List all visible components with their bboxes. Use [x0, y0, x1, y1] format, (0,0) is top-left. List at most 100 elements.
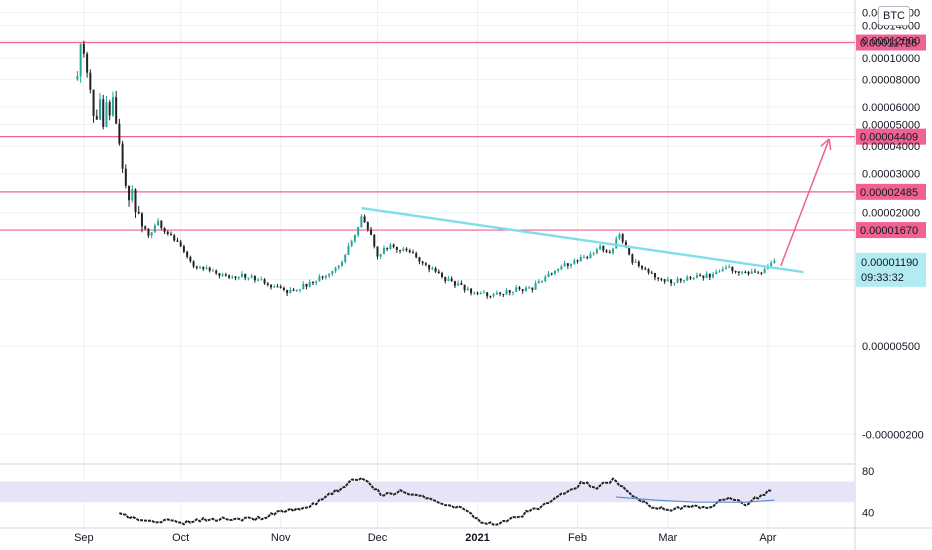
oscillator-line: [119, 476, 772, 526]
candle-body: [708, 273, 711, 278]
candle: [773, 258, 776, 264]
candle: [737, 271, 740, 276]
price-level-tag: [856, 222, 926, 239]
candle-body: [670, 279, 673, 284]
candle: [253, 275, 256, 283]
candle-body: [89, 72, 92, 90]
candle-body: [386, 248, 389, 250]
candle-body: [250, 275, 253, 278]
candle-body: [702, 275, 705, 278]
candle: [157, 218, 160, 226]
candle-body: [750, 271, 753, 274]
candle-body: [253, 275, 256, 281]
candle-body: [521, 289, 524, 291]
candle-body: [199, 267, 202, 269]
candle-body: [492, 294, 495, 297]
candle-body: [463, 284, 466, 291]
candle-body: [405, 248, 408, 251]
candle: [189, 255, 192, 263]
candle: [373, 234, 376, 249]
candle-body: [695, 275, 698, 278]
candle: [344, 253, 347, 264]
candle: [111, 91, 114, 117]
price-tick-label: 0.00006000: [862, 102, 920, 114]
candle-body: [111, 97, 114, 116]
candle-body: [182, 246, 185, 252]
candle-body: [295, 289, 298, 291]
candle-body: [624, 241, 627, 248]
candle: [495, 290, 498, 296]
candle: [521, 289, 524, 294]
candle: [89, 69, 92, 94]
candle: [595, 247, 598, 255]
candle: [182, 244, 185, 254]
candle: [489, 295, 492, 299]
horizontal-levels[interactable]: 0.00011726 0.00004409 0.00002485 0.00001670: [0, 34, 926, 239]
candle: [408, 248, 411, 254]
candle: [608, 249, 611, 254]
candle-body: [124, 168, 127, 186]
candle-body: [444, 276, 447, 282]
candle-body: [234, 276, 237, 279]
candle-body: [508, 290, 511, 293]
candle-body: [728, 266, 731, 268]
candle: [586, 255, 589, 260]
projection-arrow-head: [828, 138, 832, 151]
candle: [715, 269, 718, 275]
price-tick-label: 0.00012000: [862, 35, 920, 47]
candle-body: [402, 248, 405, 251]
candle: [650, 270, 653, 274]
drawing-tools[interactable]: [361, 138, 832, 274]
price-level-tag: [856, 183, 926, 200]
candle: [492, 292, 495, 298]
candle: [237, 276, 240, 280]
candle-body: [263, 279, 266, 284]
price-axis[interactable]: -0.000002000.000005000.000010000.0000200…: [856, 8, 926, 442]
candle: [295, 289, 298, 293]
candle: [657, 277, 660, 282]
candle: [273, 284, 276, 289]
candle-body: [489, 296, 492, 298]
candle-body: [376, 246, 379, 257]
candle-body: [311, 281, 314, 283]
candle: [415, 251, 418, 259]
candle-body: [415, 253, 418, 258]
candle-body: [76, 76, 79, 80]
candle-body: [537, 281, 540, 284]
candle: [321, 275, 324, 280]
candle: [708, 273, 711, 281]
candle-body: [424, 263, 427, 265]
candle: [605, 249, 608, 254]
candle-body: [692, 277, 695, 279]
candle-body: [453, 281, 456, 286]
candle: [763, 266, 766, 274]
candle: [582, 254, 585, 259]
candle-body: [699, 275, 702, 277]
candle: [476, 291, 479, 296]
candle-body: [773, 260, 776, 264]
candle-body: [292, 289, 295, 291]
candle-body: [712, 273, 715, 278]
candle: [544, 274, 547, 283]
candle-body: [221, 274, 224, 276]
candle-body: [579, 257, 582, 262]
candle: [460, 280, 463, 286]
currency-badge[interactable]: BTC: [878, 6, 910, 26]
time-axis[interactable]: Sep Oct Nov Dec 2021 Feb Mar Apr: [74, 532, 777, 544]
candle-body: [118, 123, 121, 144]
candle: [179, 239, 182, 248]
candle-body: [315, 281, 318, 283]
candle: [505, 288, 508, 296]
candle-body: [344, 255, 347, 262]
candle: [589, 251, 592, 259]
candle-body: [160, 220, 163, 228]
candle: [121, 140, 124, 173]
candle: [524, 285, 527, 293]
candle: [453, 280, 456, 289]
candle: [405, 247, 408, 252]
candle: [747, 271, 750, 276]
oscillator-pane: 40 80: [0, 466, 874, 526]
candle-body: [392, 244, 395, 247]
candle: [444, 276, 447, 284]
